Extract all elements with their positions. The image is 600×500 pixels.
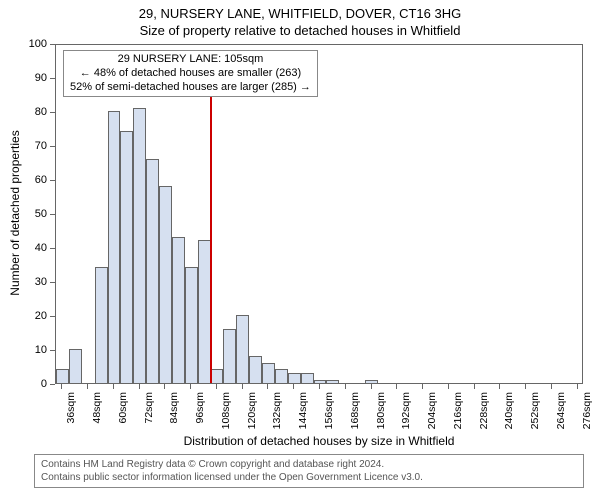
x-axis-label: Distribution of detached houses by size … [55, 434, 583, 448]
y-tick-label: 80 [35, 106, 47, 118]
histogram-bar [56, 369, 69, 383]
x-tick-label: 180sqm [375, 392, 387, 436]
y-tick-mark [50, 44, 55, 45]
y-tick-mark [50, 112, 55, 113]
annotation-line-3: 52% of semi-detached houses are larger (… [70, 81, 311, 95]
y-tick-mark [50, 316, 55, 317]
x-tick-label: 60sqm [117, 392, 129, 436]
y-tick-mark [50, 350, 55, 351]
annotation-box: 29 NURSERY LANE: 105sqm ← 48% of detache… [63, 50, 318, 97]
histogram-chart: 29, NURSERY LANE, WHITFIELD, DOVER, CT16… [0, 0, 600, 500]
x-tick-label: 36sqm [65, 392, 77, 436]
histogram-bar [69, 349, 82, 383]
y-tick-mark [50, 282, 55, 283]
x-tick-label: 96sqm [194, 392, 206, 436]
y-tick-mark [50, 78, 55, 79]
histogram-bar [172, 237, 185, 383]
histogram-bar [262, 363, 275, 383]
x-tick-mark [164, 384, 165, 389]
y-tick-mark [50, 146, 55, 147]
histogram-bar [211, 369, 224, 383]
chart-title-2: Size of property relative to detached ho… [0, 23, 600, 40]
x-tick-label: 72sqm [143, 392, 155, 436]
x-tick-mark [319, 384, 320, 389]
histogram-bar [326, 380, 339, 383]
y-tick-label: 50 [35, 208, 47, 220]
y-axis-label: Number of detached properties [8, 113, 22, 313]
x-tick-mark [190, 384, 191, 389]
x-tick-label: 108sqm [220, 392, 232, 436]
footer-line-1: Contains HM Land Registry data © Crown c… [41, 458, 577, 471]
marker-line [210, 97, 212, 383]
footer-attribution: Contains HM Land Registry data © Crown c… [34, 454, 584, 488]
x-tick-label: 168sqm [349, 392, 361, 436]
y-tick-mark [50, 248, 55, 249]
histogram-bar [223, 329, 236, 383]
histogram-bar [146, 159, 159, 383]
x-tick-mark [87, 384, 88, 389]
x-tick-label: 204sqm [426, 392, 438, 436]
x-tick-label: 216sqm [452, 392, 464, 436]
x-tick-mark [267, 384, 268, 389]
x-tick-mark [345, 384, 346, 389]
x-tick-mark [216, 384, 217, 389]
x-tick-mark [139, 384, 140, 389]
y-tick-mark [50, 214, 55, 215]
histogram-bar [95, 267, 108, 383]
x-tick-mark [499, 384, 500, 389]
x-tick-mark [577, 384, 578, 389]
x-tick-mark [293, 384, 294, 389]
y-tick-label: 100 [29, 38, 47, 50]
x-tick-mark [448, 384, 449, 389]
x-tick-label: 132sqm [271, 392, 283, 436]
x-tick-label: 48sqm [91, 392, 103, 436]
y-tick-label: 0 [41, 378, 47, 390]
histogram-bar [133, 108, 146, 383]
x-tick-mark [371, 384, 372, 389]
histogram-bar [159, 186, 172, 383]
y-tick-label: 30 [35, 276, 47, 288]
histogram-bar [108, 111, 121, 383]
y-tick-label: 40 [35, 242, 47, 254]
histogram-bar [288, 373, 301, 383]
x-tick-label: 192sqm [400, 392, 412, 436]
y-tick-label: 20 [35, 310, 47, 322]
y-tick-mark [50, 180, 55, 181]
histogram-bar [120, 131, 133, 383]
x-tick-label: 84sqm [168, 392, 180, 436]
x-tick-label: 252sqm [529, 392, 541, 436]
chart-title-1: 29, NURSERY LANE, WHITFIELD, DOVER, CT16… [0, 6, 600, 23]
x-tick-label: 144sqm [297, 392, 309, 436]
histogram-bar [236, 315, 249, 383]
x-tick-label: 264sqm [555, 392, 567, 436]
x-tick-mark [474, 384, 475, 389]
histogram-bar [365, 380, 378, 383]
x-tick-label: 156sqm [323, 392, 335, 436]
x-tick-mark [396, 384, 397, 389]
histogram-bar [314, 380, 327, 383]
histogram-bar [275, 369, 288, 383]
y-tick-label: 60 [35, 174, 47, 186]
y-tick-label: 10 [35, 344, 47, 356]
x-tick-mark [551, 384, 552, 389]
histogram-bar [185, 267, 198, 383]
annotation-line-2: ← 48% of detached houses are smaller (26… [70, 67, 311, 81]
x-tick-label: 228sqm [478, 392, 490, 436]
x-tick-mark [422, 384, 423, 389]
x-tick-label: 120sqm [246, 392, 258, 436]
histogram-bar [301, 373, 314, 383]
x-tick-mark [525, 384, 526, 389]
x-tick-label: 240sqm [503, 392, 515, 436]
x-tick-mark [113, 384, 114, 389]
y-tick-label: 70 [35, 140, 47, 152]
y-tick-mark [50, 384, 55, 385]
chart-titles: 29, NURSERY LANE, WHITFIELD, DOVER, CT16… [0, 0, 600, 40]
x-tick-label: 276sqm [581, 392, 593, 436]
y-tick-label: 90 [35, 72, 47, 84]
annotation-line-1: 29 NURSERY LANE: 105sqm [70, 53, 311, 67]
footer-line-2: Contains public sector information licen… [41, 471, 577, 484]
histogram-bar [249, 356, 262, 383]
x-tick-mark [61, 384, 62, 389]
x-tick-mark [242, 384, 243, 389]
